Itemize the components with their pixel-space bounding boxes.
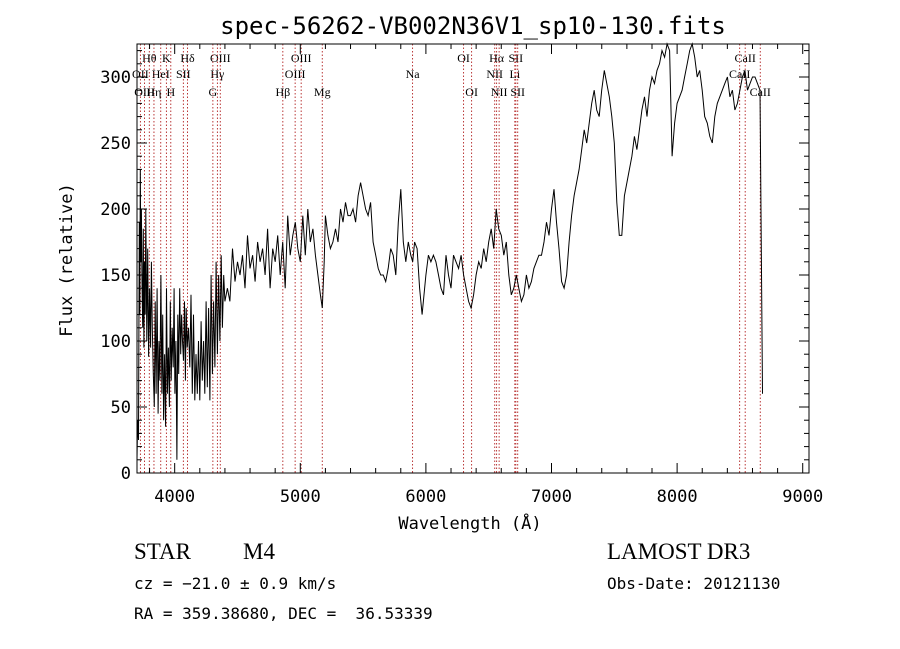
y-tick-label-0: 0 bbox=[121, 464, 131, 484]
line-label-25: CaII bbox=[735, 51, 756, 65]
line-label-8: Hδ bbox=[180, 51, 195, 65]
line-label-11: G bbox=[209, 85, 218, 99]
line-label-14: Hβ bbox=[275, 85, 290, 99]
x-tick-label-0: 4000 bbox=[154, 487, 195, 507]
y-tick-label-5: 250 bbox=[100, 134, 131, 154]
object-class: STAR bbox=[134, 539, 191, 564]
y-tick-label-6: 300 bbox=[100, 68, 131, 88]
observation-date: Obs-Date: 20121130 bbox=[607, 574, 781, 593]
x-axis-label: Wavelength (Å) bbox=[398, 512, 541, 534]
line-label-18: OI bbox=[465, 85, 478, 99]
line-label-17: OI bbox=[457, 51, 470, 65]
line-label-4: HeI bbox=[152, 67, 170, 81]
spectrum-data bbox=[136, 42, 763, 460]
spectrum-line bbox=[136, 42, 763, 460]
line-label-16: Na bbox=[406, 67, 421, 81]
plot-frame bbox=[136, 43, 810, 474]
x-tick-label-3: 7000 bbox=[531, 487, 572, 507]
line-label-20: SII bbox=[508, 51, 523, 65]
line-label-6: SII bbox=[176, 67, 191, 81]
line-label-12: OIII bbox=[291, 51, 312, 65]
line-label-26: CaII bbox=[729, 67, 750, 81]
redshift-velocity: cz = −21.0 ± 0.9 km/s bbox=[134, 574, 337, 593]
line-label-19: Hα bbox=[489, 51, 505, 65]
line-label-0: Hθ bbox=[142, 51, 157, 65]
chart-title: spec-56262-VB002N36V1_sp10-130.fits bbox=[220, 12, 726, 40]
line-label-3: K bbox=[162, 51, 171, 65]
axes: 4000 5000 6000 7000 8000 9000 0 50 100 150 200 250 3… bbox=[100, 44, 823, 507]
line-label-22: Li bbox=[509, 67, 520, 81]
x-tick-label-2: 6000 bbox=[405, 487, 446, 507]
line-label-21: NII bbox=[486, 67, 503, 81]
object-subclass: M4 bbox=[243, 539, 275, 564]
line-label-9: OIII bbox=[210, 51, 231, 65]
line-label-1: OII bbox=[132, 67, 149, 81]
y-tick-label-3: 150 bbox=[100, 266, 131, 286]
line-label-7: H bbox=[166, 85, 175, 99]
y-tick-label-1: 50 bbox=[111, 398, 131, 418]
line-label-15: Mg bbox=[314, 85, 331, 99]
y-tick-label-2: 100 bbox=[100, 332, 131, 352]
line-label-10: Hγ bbox=[210, 67, 225, 81]
coordinates: RA = 359.38680, DEC = 36.53339 bbox=[134, 604, 433, 623]
x-tick-label-4: 8000 bbox=[657, 487, 698, 507]
y-axis-label: Flux (relative) bbox=[57, 183, 77, 337]
line-label-2: OIII bbox=[134, 85, 155, 99]
line-label-24: SII bbox=[510, 85, 525, 99]
survey-name: LAMOST DR3 bbox=[607, 539, 751, 564]
x-tick-label-5: 9000 bbox=[782, 487, 823, 507]
line-label-13: OIII bbox=[285, 67, 306, 81]
x-tick-label-1: 5000 bbox=[280, 487, 321, 507]
line-label-5: Hη bbox=[146, 85, 161, 99]
line-label-23: NII bbox=[491, 85, 508, 99]
y-tick-label-4: 200 bbox=[100, 200, 131, 220]
